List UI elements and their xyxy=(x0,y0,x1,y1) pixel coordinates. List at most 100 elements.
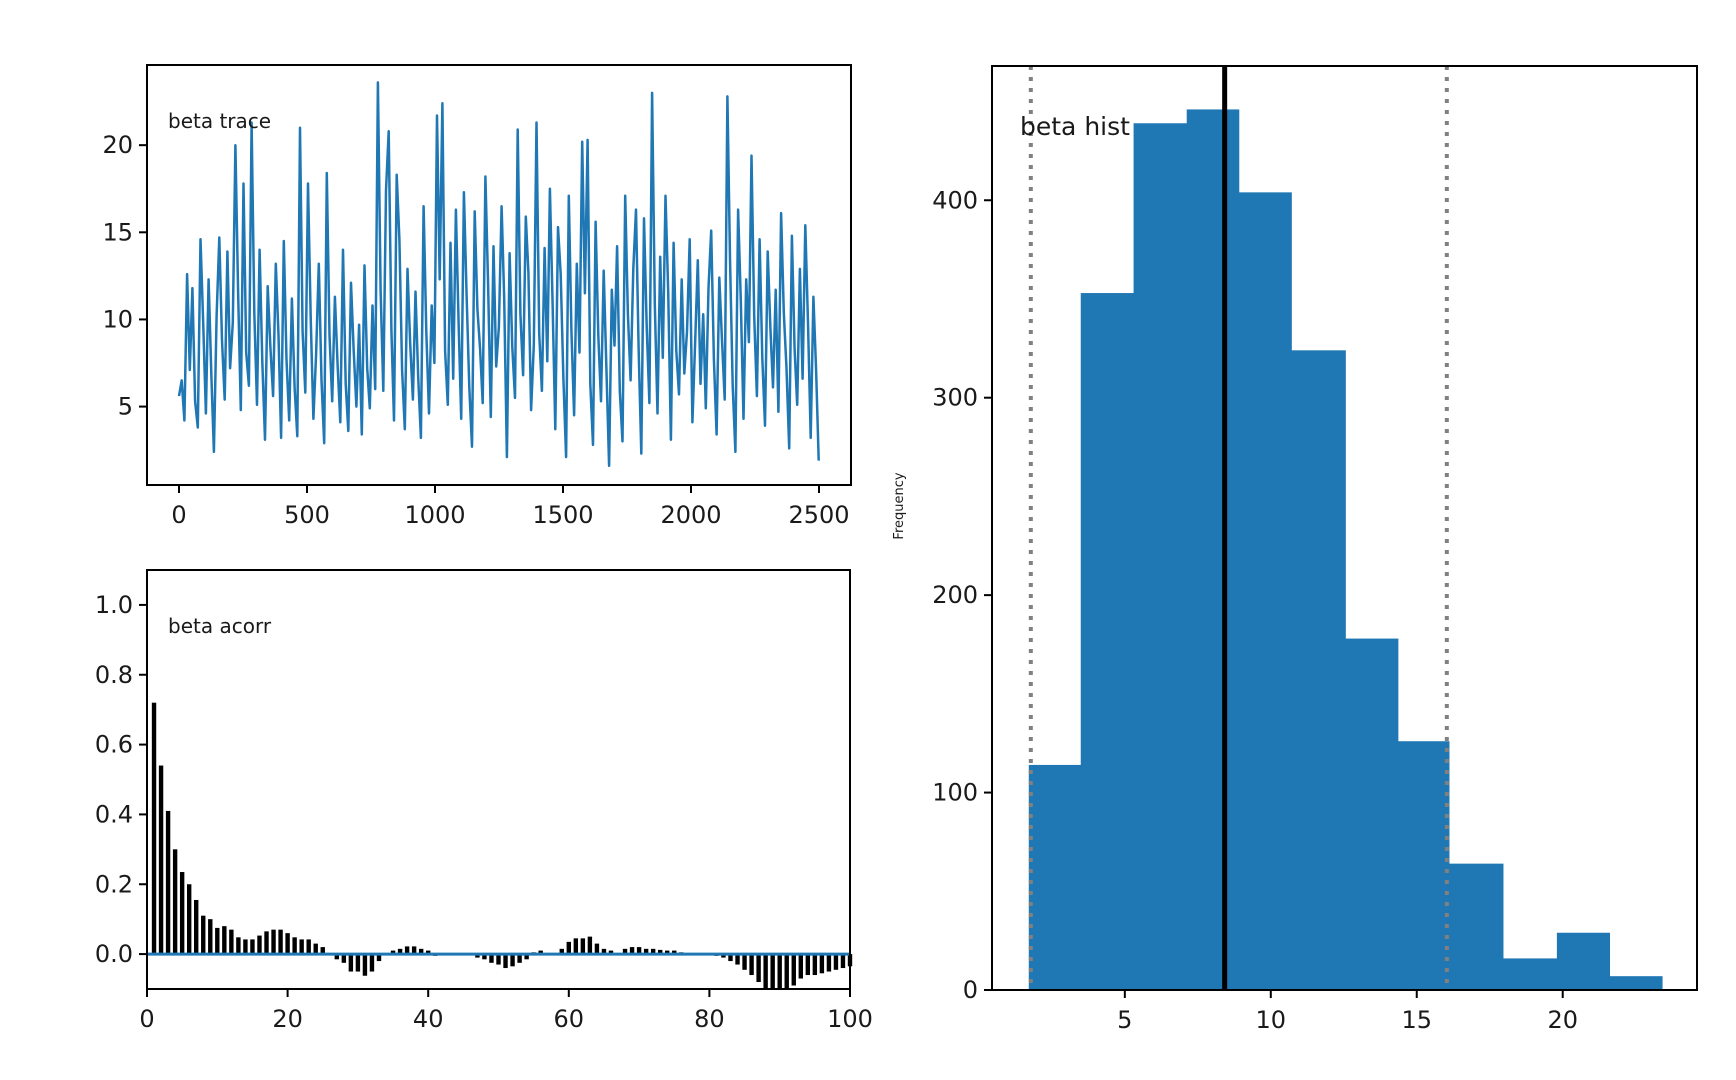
hist-bar xyxy=(1238,192,1292,990)
acorr-bar xyxy=(742,954,747,970)
x-tick-label: 20 xyxy=(272,1005,303,1033)
acorr-bar xyxy=(292,937,297,955)
acorr-bar xyxy=(819,954,825,974)
hist-y-axis-label: Frequency xyxy=(892,472,907,539)
acorr-bar xyxy=(404,946,410,955)
acorr-bar xyxy=(186,884,192,955)
acorr-bar xyxy=(524,954,529,960)
hist-bar xyxy=(1080,293,1135,990)
acorr-bar xyxy=(517,954,522,963)
acorr-bar xyxy=(390,950,396,955)
acorr-bar xyxy=(636,947,642,955)
acorr-bar xyxy=(510,954,515,967)
acorr-bar xyxy=(812,954,818,976)
x-tick-label: 15 xyxy=(1401,1006,1432,1034)
x-tick-label: 10 xyxy=(1256,1006,1287,1034)
trace-title: beta trace xyxy=(168,109,271,133)
acorr-bar xyxy=(313,943,318,955)
x-tick-label: 100 xyxy=(827,1005,873,1033)
y-tick-label: 200 xyxy=(932,581,978,609)
hist-bar xyxy=(1345,638,1399,990)
acorr-axes-frame xyxy=(146,569,851,990)
acorr-bar xyxy=(749,954,754,976)
acorr-bar xyxy=(482,954,487,960)
acorr-bar xyxy=(236,937,241,955)
hist-axes-frame xyxy=(991,65,1698,991)
acorr-bar xyxy=(264,931,269,955)
acorr-bar xyxy=(840,954,846,969)
hist-bar xyxy=(1397,741,1450,990)
acorr-bar xyxy=(369,954,375,972)
acorr-bar xyxy=(566,941,571,955)
acorr-bar xyxy=(250,939,255,955)
hist-bar xyxy=(1028,764,1082,990)
acorr-bar xyxy=(538,950,543,955)
acorr-bar xyxy=(657,949,663,955)
hist-bar xyxy=(1448,863,1504,990)
x-tick-label: 60 xyxy=(554,1005,585,1033)
y-tick-label: 0 xyxy=(963,976,978,1004)
trace-line-plot xyxy=(177,81,820,468)
acorr-bar xyxy=(650,948,656,955)
acorr-bar xyxy=(243,939,248,955)
acorr-bar xyxy=(503,954,508,969)
x-tick-label: 40 xyxy=(413,1005,444,1033)
acorr-bar xyxy=(229,929,234,955)
acorr-y-axis: 0.0 0.2 0.4 0.6 0.8 1.0 xyxy=(95,591,147,968)
y-tick-label: 0.8 xyxy=(95,661,133,689)
acorr-bar xyxy=(278,929,283,955)
y-tick-label: 0.0 xyxy=(95,940,133,968)
acorr-bars xyxy=(147,702,853,989)
hist-bar xyxy=(1609,976,1663,990)
x-tick-label: 500 xyxy=(284,501,330,529)
hist-bar xyxy=(1291,350,1346,990)
acorr-bar xyxy=(299,939,304,955)
acorr-bar xyxy=(728,954,733,962)
hist-bars xyxy=(1028,109,1663,990)
acorr-bar xyxy=(257,935,262,955)
acorr-bar xyxy=(735,954,740,965)
acorr-bar xyxy=(151,702,157,955)
acorr-bar xyxy=(580,938,586,955)
hist-reference-lines xyxy=(1028,66,1449,990)
hist-x-axis: 5 10 15 20 xyxy=(1117,990,1578,1034)
acorr-bar xyxy=(643,948,649,955)
y-tick-label: 0.6 xyxy=(95,731,133,759)
trace-x-axis: 0 500 1000 1500 2000 2500 xyxy=(171,485,850,529)
x-tick-label: 2000 xyxy=(660,501,721,529)
hist-y-axis: 0 100 200 300 400 xyxy=(932,186,992,1004)
acorr-bar xyxy=(559,948,564,955)
acorr-title: beta acorr xyxy=(168,614,272,638)
x-tick-label: 0 xyxy=(171,501,186,529)
acorr-bar xyxy=(791,954,796,986)
y-tick-label: 400 xyxy=(932,186,978,214)
acorr-bar xyxy=(341,954,347,963)
trace-y-axis: 5 10 15 20 xyxy=(102,131,147,421)
acorr-panel: beta acorr 0 20 40 60 80 100 0.0 0.2 0.4 0.6 0.8 1… xyxy=(95,569,873,1033)
hist-bar xyxy=(1502,958,1558,990)
acorr-bar xyxy=(348,954,354,972)
acorr-bar xyxy=(158,765,164,955)
y-tick-label: 0.4 xyxy=(95,800,133,828)
acorr-bar xyxy=(397,948,403,955)
acorr-bar xyxy=(222,926,227,955)
acorr-bar xyxy=(411,946,417,955)
acorr-bar xyxy=(629,947,635,955)
acorr-bar xyxy=(833,954,839,970)
hist-panel: beta hist Frequency 5 10 15 20 0 100 200 300 40… xyxy=(892,65,1698,1034)
acorr-bar xyxy=(194,899,199,955)
acorr-bar xyxy=(805,954,811,976)
acorr-bar xyxy=(215,927,220,955)
y-tick-label: 10 xyxy=(102,305,133,333)
acorr-bar xyxy=(489,954,494,963)
x-tick-label: 1500 xyxy=(532,501,593,529)
acorr-bar xyxy=(320,947,325,955)
trace-line xyxy=(177,81,820,468)
hist-bar xyxy=(1133,123,1188,990)
acorr-bar xyxy=(721,954,726,958)
acorr-bar xyxy=(362,954,368,976)
y-tick-label: 1.0 xyxy=(95,591,133,619)
acorr-bar xyxy=(756,954,761,983)
acorr-bar xyxy=(285,933,290,955)
